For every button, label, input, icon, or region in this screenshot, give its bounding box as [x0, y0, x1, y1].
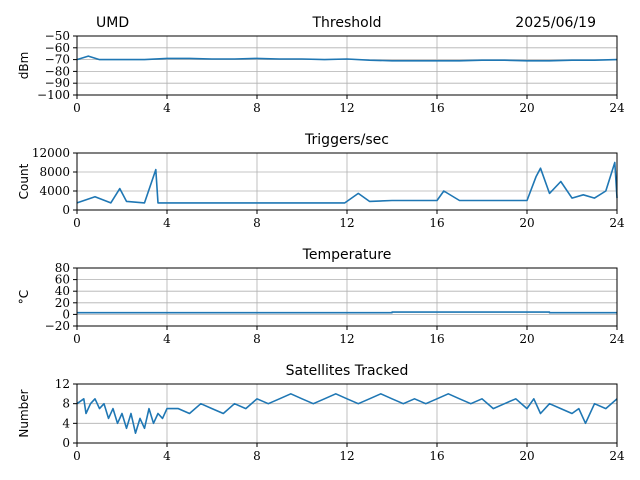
threshold-xtick-label: 0 — [73, 101, 81, 115]
site-label: UMD — [96, 15, 129, 31]
triggers-series-line — [76, 161, 618, 204]
satellites-ytick-label: 12 — [55, 377, 70, 391]
threshold-ytick-label: −70 — [45, 53, 70, 67]
temperature-ytick-label: −20 — [45, 319, 70, 333]
temperature-ytick-label: 40 — [55, 284, 70, 298]
satellites-ylabel: Number — [17, 389, 31, 437]
plots: 0 4 8 12 16 20 24 −100−90−80−70−60−50 Threshold d… — [17, 15, 625, 463]
triggers-xtick-label: 20 — [519, 216, 534, 230]
satellites-ytick-label: 8 — [62, 397, 70, 411]
triggers-xtick-label: 24 — [609, 216, 625, 230]
temperature-ylabel: °C — [17, 290, 31, 304]
temperature-xtick-label: 0 — [73, 332, 81, 346]
satellites-xtick-label: 24 — [609, 449, 625, 463]
triggers-ytick-label: 12000 — [32, 146, 70, 160]
triggers-xtick-label: 4 — [163, 216, 171, 230]
satellites-title: Satellites Tracked — [286, 363, 409, 379]
threshold-ytick-label: −80 — [45, 64, 70, 78]
satellites-xtick-label: 16 — [429, 449, 444, 463]
triggers-title: Triggers/sec — [304, 132, 389, 148]
temperature-xtick-label: 24 — [609, 332, 625, 346]
threshold-xtick-label: 16 — [429, 101, 444, 115]
triggers-ytick-label: 0 — [62, 203, 70, 217]
temperature-xtick-label: 20 — [519, 332, 534, 346]
threshold-ylabel: dBm — [17, 52, 31, 80]
threshold-xtick-label: 20 — [519, 101, 534, 115]
triggers-xtick-label: 8 — [253, 216, 261, 230]
triggers-ytick-label: 4000 — [39, 184, 70, 198]
temperature-ytick-label: 80 — [55, 261, 70, 275]
threshold-ytick-label: −90 — [45, 76, 70, 90]
satellites-xtick-label: 4 — [163, 449, 171, 463]
date-label: 2025/06/19 — [515, 15, 596, 31]
threshold-series-line — [76, 55, 618, 62]
threshold-xtick-label: 24 — [609, 101, 625, 115]
temperature-ytick-label: 0 — [62, 307, 70, 321]
threshold-ytick-label: −100 — [37, 88, 70, 102]
threshold-xtick-label: 8 — [253, 101, 261, 115]
temperature-ytick-label: 20 — [55, 296, 70, 310]
satellites-series-line — [76, 392, 618, 435]
satellites-panel: 0 4 8 12 16 20 24 0 4 8 12 Satellites Tracked Number — [17, 363, 625, 463]
temperature-xtick-label: 12 — [339, 332, 354, 346]
satellites-xtick-label: 8 — [253, 449, 261, 463]
temperature-series-line — [77, 311, 617, 314]
temperature-xtick-label: 16 — [429, 332, 444, 346]
temperature-ytick-label: 60 — [55, 273, 70, 287]
satellites-xtick-label: 20 — [519, 449, 534, 463]
triggers-xtick-label: 16 — [429, 216, 444, 230]
satellites-ytick-label: 4 — [62, 416, 70, 430]
temperature-xtick-label: 8 — [253, 332, 261, 346]
temperature-title: Temperature — [302, 247, 392, 263]
triggers-ylabel: Count — [17, 163, 31, 199]
threshold-ytick-label: −50 — [45, 29, 70, 43]
satellites-ytick-label: 0 — [62, 436, 70, 450]
triggers-panel: 0 4 8 12 16 20 24 0 4000 8000 12000 Triggers/sec Cou… — [17, 132, 625, 230]
triggers-xtick-label: 12 — [339, 216, 354, 230]
threshold-ytick-label: −60 — [45, 41, 70, 55]
threshold-xtick-label: 12 — [339, 101, 354, 115]
triggers-ytick-label: 8000 — [39, 165, 70, 179]
satellites-xtick-label: 0 — [73, 449, 81, 463]
threshold-panel: 0 4 8 12 16 20 24 −100−90−80−70−60−50 Threshold d… — [17, 15, 625, 115]
threshold-xtick-label: 4 — [163, 101, 171, 115]
threshold-title: Threshold — [312, 15, 382, 31]
temperature-xtick-label: 4 — [163, 332, 171, 346]
satellites-xtick-label: 12 — [339, 449, 354, 463]
triggers-xtick-label: 0 — [73, 216, 81, 230]
